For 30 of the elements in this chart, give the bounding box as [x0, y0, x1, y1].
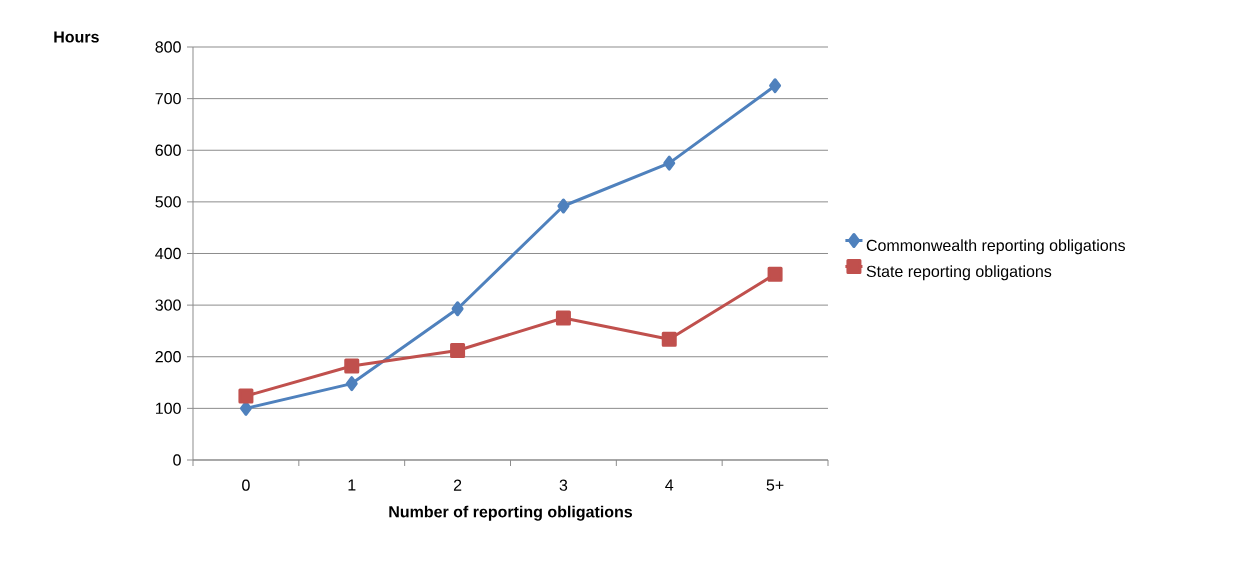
y-tick-label: 700	[155, 92, 181, 105]
point	[769, 78, 782, 94]
x-tick-label: 3	[559, 479, 568, 491]
x-tick-label: 4	[665, 479, 674, 491]
legend-label: Commonwealth reporting obligations	[866, 239, 1126, 255]
x-tick-label: 2	[453, 479, 462, 491]
point	[767, 266, 783, 282]
point	[451, 301, 464, 317]
point	[663, 155, 676, 171]
y-tick-label: 500	[155, 196, 181, 208]
y-axis-title: Hours	[54, 31, 99, 43]
point	[238, 388, 254, 404]
point	[555, 310, 571, 326]
y-tick-label: 400	[155, 247, 181, 260]
x-axis-title: Number of reporting obligations	[389, 505, 633, 521]
y-tick-label: 100	[156, 402, 181, 415]
point	[450, 343, 466, 359]
point	[345, 376, 358, 392]
y-tick-label: 600	[155, 144, 181, 156]
x-tick-label: 5+	[766, 479, 784, 491]
y-tick-label: 800	[155, 41, 181, 53]
legend-label: State reporting obligations	[866, 265, 1052, 281]
point	[557, 198, 570, 214]
y-tick-label: 0	[173, 454, 181, 466]
point	[344, 358, 360, 374]
y-tick-label: 200	[155, 351, 181, 363]
x-tick-label: 0	[242, 479, 250, 491]
y-tick-label: 300	[155, 299, 181, 311]
x-tick-label: 1	[348, 479, 356, 491]
point	[661, 331, 677, 347]
